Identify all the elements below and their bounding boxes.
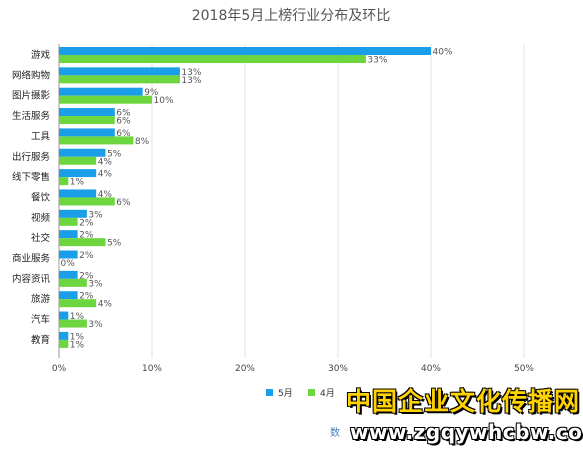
x-tick-label: 30% [328, 364, 348, 374]
bar [59, 116, 115, 125]
category-label: 餐饮 [31, 191, 51, 203]
data-label: 4% [98, 300, 113, 310]
bars [59, 47, 431, 348]
data-label: 5% [107, 239, 122, 249]
bar [59, 238, 106, 247]
data-label: 13% [181, 68, 201, 78]
category-label: 内容资讯 [12, 273, 51, 285]
bar [59, 189, 97, 198]
data-label: 4% [98, 157, 113, 167]
bar [59, 47, 431, 55]
bar [59, 108, 115, 117]
legend: 5月 4月 [266, 388, 335, 399]
category-label: 教育 [31, 334, 50, 346]
bar [59, 136, 134, 145]
watermark-name: 中国企业文化传播网 [346, 387, 581, 416]
bar [59, 148, 106, 157]
chart-title: 2018年5月上榜行业分布及环比 [192, 7, 391, 24]
legend-label: 5月 [278, 388, 293, 399]
bar [59, 230, 78, 239]
bar [59, 177, 69, 186]
data-label: 1% [70, 340, 85, 350]
bar [59, 278, 87, 287]
category-label: 商业服务 [12, 253, 51, 265]
x-tick-label: 50% [514, 364, 534, 374]
data-label: 2% [79, 271, 94, 281]
category-label: 汽车 [31, 314, 50, 326]
category-label: 线下零售 [12, 171, 50, 183]
category-label: 工具 [31, 131, 51, 142]
bar [59, 250, 78, 259]
bar [59, 217, 78, 226]
data-label: 2% [79, 218, 94, 228]
bar [59, 339, 69, 348]
bar [59, 169, 97, 178]
data-label: 2% [79, 292, 94, 302]
data-label: 1% [70, 312, 85, 322]
category-label: 图片摄影 [12, 90, 51, 102]
bar [59, 291, 78, 300]
category-label: 游戏 [31, 49, 51, 61]
bar [59, 299, 97, 308]
bar [59, 67, 180, 76]
legend-label: 4月 [320, 388, 335, 399]
bar [59, 197, 115, 206]
category-label: 生活服务 [12, 110, 51, 122]
data-label: 2% [79, 251, 94, 261]
data-label: 0% [61, 259, 76, 269]
bar [59, 331, 69, 340]
data-label: 40% [433, 48, 453, 58]
category-label: 网络购物 [12, 69, 51, 81]
bar [59, 156, 97, 165]
watermark-url: www.zgqywhcbw.com [350, 420, 583, 444]
data-label: 2% [79, 231, 94, 241]
watermark: 中国企业文化传播网 www.zgqywhcbw.com [340, 380, 583, 461]
x-tick-label: 10% [142, 364, 162, 374]
data-label: 6% [116, 198, 131, 208]
bar [59, 128, 115, 137]
bar [59, 270, 78, 279]
data-label: 1% [70, 332, 85, 342]
data-label: 3% [88, 320, 103, 330]
data-label: 4% [98, 170, 113, 180]
data-label: 13% [181, 76, 201, 86]
labels: 0% 10% 20% 30% 40% 50% 游戏 40% 33% 网络购物 13%13% 图片摄影 9… [12, 48, 534, 375]
category-label: 社交 [31, 232, 51, 244]
category-label: 旅游 [31, 293, 51, 305]
data-label: 1% [70, 178, 85, 188]
data-label: 33% [367, 56, 387, 66]
x-tick-label: 0% [52, 364, 67, 374]
data-label: 10% [154, 96, 174, 106]
data-label: 5% [107, 149, 122, 159]
bar [59, 311, 69, 320]
bar [59, 319, 87, 328]
x-tick-label: 20% [235, 364, 255, 374]
data-label: 9% [144, 88, 159, 98]
data-label: 3% [88, 279, 103, 289]
data-label: 4% [98, 190, 113, 200]
legend-swatch [266, 389, 273, 396]
bar [59, 95, 152, 104]
category-label: 视频 [31, 212, 51, 224]
data-label: 6% [116, 109, 131, 119]
bar [59, 55, 366, 63]
category-label: 出行服务 [12, 151, 51, 163]
data-label: 3% [88, 210, 103, 220]
data-label: 6% [116, 129, 131, 139]
bar [59, 75, 180, 84]
data-label: 6% [116, 117, 131, 127]
x-tick-label: 40% [421, 364, 441, 374]
data-label: 8% [135, 137, 150, 147]
bar [59, 209, 87, 218]
bar [59, 87, 143, 96]
legend-swatch [308, 389, 315, 396]
